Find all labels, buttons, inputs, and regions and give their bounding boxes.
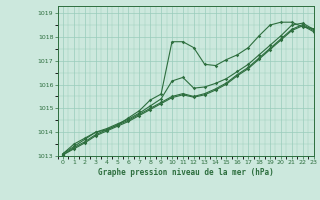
X-axis label: Graphe pression niveau de la mer (hPa): Graphe pression niveau de la mer (hPa) xyxy=(98,168,274,177)
